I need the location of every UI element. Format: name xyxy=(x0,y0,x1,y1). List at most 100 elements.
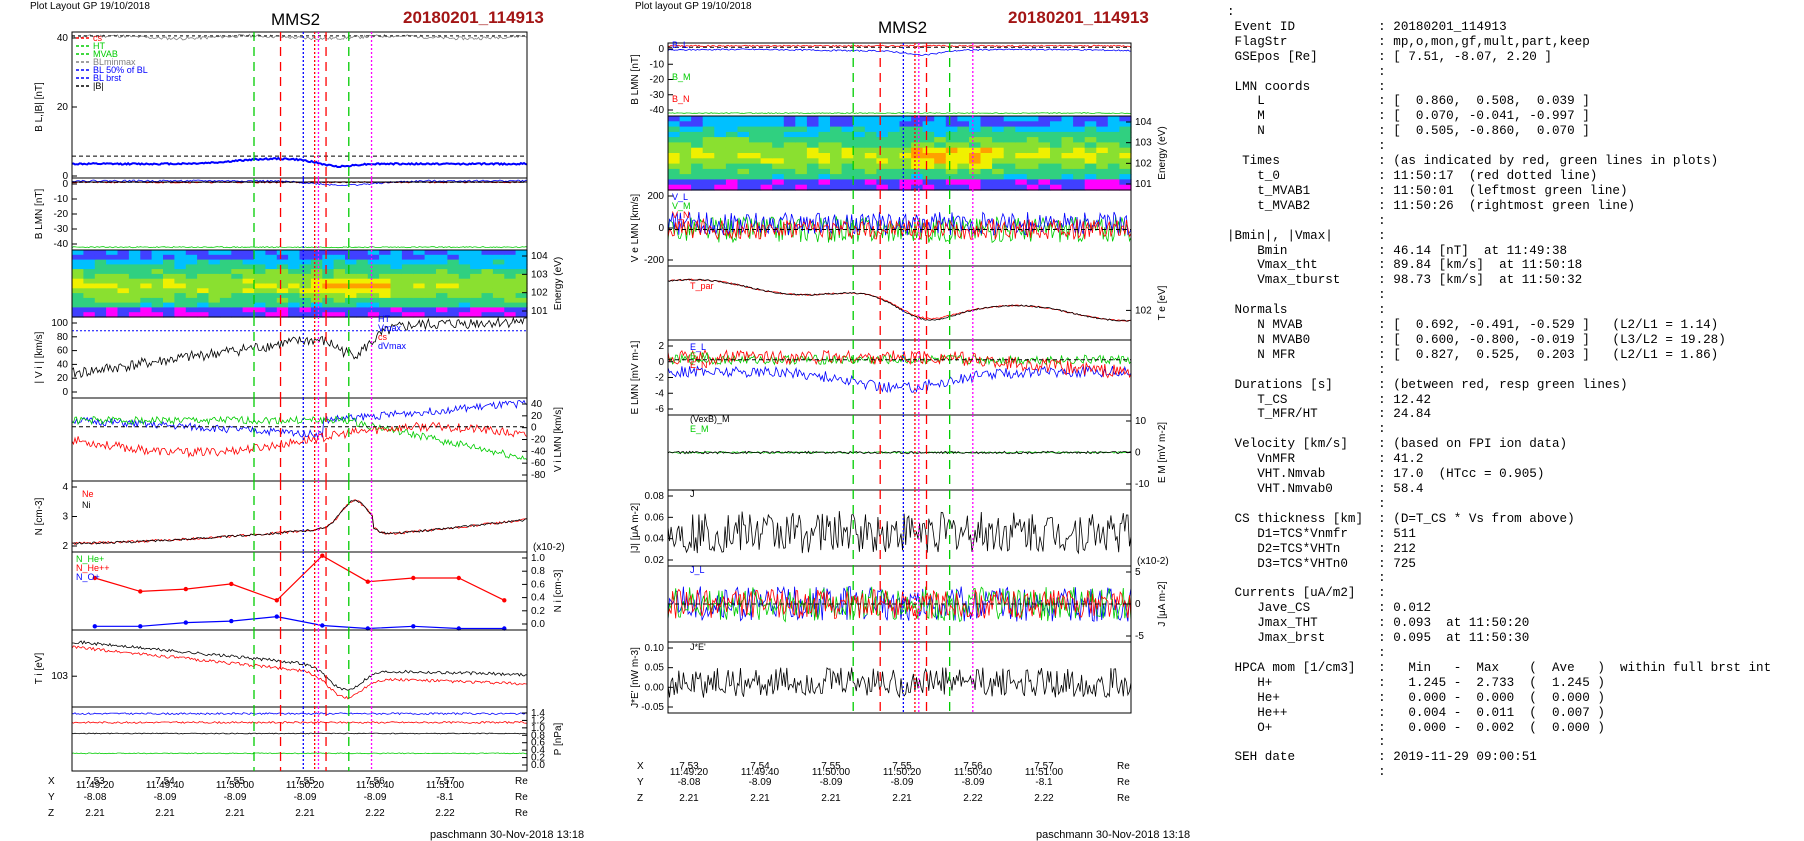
spectrogram-cell xyxy=(737,137,750,143)
time-tick-label: 11:49:40 xyxy=(146,780,185,791)
spectrogram-cell xyxy=(795,168,808,175)
spectrogram-cell xyxy=(106,307,119,313)
spectrogram-cell xyxy=(1050,179,1063,186)
spectrogram-cell xyxy=(853,126,866,133)
spectrogram-cell xyxy=(310,293,323,299)
spectrogram-cell xyxy=(714,174,727,180)
spectrogram-cell xyxy=(390,269,403,275)
right-panel-5-tick-label: 2 xyxy=(658,341,664,352)
spectrogram-cell xyxy=(1073,168,1086,175)
ion-energy-spectrogram xyxy=(72,250,528,318)
spectrogram-cell xyxy=(818,153,831,159)
spectrogram-cell xyxy=(106,302,119,308)
spectrogram-cell xyxy=(1073,158,1086,165)
time-tick-label: 11:51:00 xyxy=(1025,767,1064,778)
spectrogram-cell xyxy=(1119,142,1132,149)
spectrogram-cell xyxy=(413,297,426,304)
spectrogram-cell xyxy=(980,179,993,186)
spectrogram-cell xyxy=(163,250,175,256)
spectrogram-cell xyxy=(151,278,164,285)
spectrogram-cell xyxy=(265,288,278,294)
spectrogram-cell xyxy=(1119,116,1132,122)
spectrogram-cell xyxy=(163,283,175,289)
spectrogram-cell xyxy=(106,278,119,285)
spectrogram-cell xyxy=(899,147,912,154)
spectrogram-cell xyxy=(163,312,175,318)
spectrogram-cell xyxy=(492,288,505,294)
spectrogram-cell xyxy=(1084,179,1097,186)
spectrogram-cell xyxy=(725,168,739,175)
spectrogram-cell xyxy=(806,142,820,149)
spectrogram-cell xyxy=(83,264,96,270)
spectrogram-cell xyxy=(492,302,505,308)
series-Vi-magnitude xyxy=(71,316,527,379)
spectrogram-cell xyxy=(208,283,221,289)
left-position-cell: -8.09 xyxy=(364,792,387,803)
spectrogram-cell xyxy=(749,147,762,154)
spectrogram-cell xyxy=(853,174,866,180)
spectrogram-cell xyxy=(887,163,901,170)
right-panel-9-tick-label: 0.10 xyxy=(645,643,665,654)
spectrogram-cell xyxy=(117,273,130,280)
spectrogram-cell xyxy=(702,174,715,180)
spectrogram-cell xyxy=(679,184,692,191)
spectrogram-cell xyxy=(390,307,403,313)
spectrogram-cell xyxy=(174,312,187,318)
right-position-cell: 7.55 xyxy=(821,761,841,772)
spectrogram-cell xyxy=(1096,147,1109,154)
spectrogram-cell xyxy=(876,137,889,143)
spectrogram-cell xyxy=(911,163,924,170)
spectrogram-cell xyxy=(934,179,947,186)
spectrogram-cell xyxy=(830,174,843,180)
spectrogram-cell xyxy=(197,312,210,318)
spectrogram-cell xyxy=(1084,142,1097,149)
spectrogram-cell xyxy=(94,264,107,270)
spectrogram-cell xyxy=(887,153,901,159)
spectrogram-cell xyxy=(254,269,266,275)
spectrogram-cell xyxy=(1026,168,1039,175)
right-panel-5-tick-label: 0 xyxy=(658,357,664,368)
spectrogram-cell xyxy=(783,163,796,170)
spectrogram-cell xyxy=(887,158,901,165)
spectrogram-cell xyxy=(208,254,221,261)
spectrogram-cell xyxy=(899,163,912,170)
spectrogram-cell xyxy=(481,288,494,294)
left-position-cell: -8.09 xyxy=(294,792,317,803)
spectrogram-cell xyxy=(668,153,681,159)
spectrogram-cell xyxy=(117,269,130,275)
spectrogram-cell xyxy=(795,142,808,149)
legend-label: T_par xyxy=(690,281,714,291)
spectrogram-cell xyxy=(679,121,692,128)
left-position-cell: 7.53 xyxy=(85,776,105,787)
spectrogram-cell xyxy=(957,174,970,180)
left-panel-1-tick-label: 20 xyxy=(57,102,69,113)
spectrogram-cell xyxy=(208,269,221,275)
spectrogram-cell xyxy=(94,288,107,294)
left-position-cell: 2.21 xyxy=(85,808,105,819)
spectrogram-cell xyxy=(424,259,437,265)
spectrogram-cell xyxy=(504,273,517,280)
spectrogram-cell xyxy=(265,264,278,270)
spectrogram-cell xyxy=(864,184,877,191)
spectrogram-cell xyxy=(185,302,198,308)
spectrogram-cell xyxy=(830,184,843,191)
spectrogram-cell xyxy=(265,250,278,256)
spectrogram-cell xyxy=(957,184,970,191)
spectrogram-cell xyxy=(841,179,854,186)
spectrogram-cell xyxy=(72,259,84,265)
spectrogram-cell xyxy=(830,142,843,149)
spectrogram-cell xyxy=(174,264,187,270)
spectrogram-cell xyxy=(163,273,175,280)
spectrogram-cell xyxy=(390,264,403,270)
spectrogram-cell xyxy=(356,269,369,275)
spectrogram-cell xyxy=(504,264,517,270)
spectrogram-cell xyxy=(174,302,187,308)
right-panel-7-axis-label: |J| [μA m-2] xyxy=(630,503,641,554)
spectrogram-cell xyxy=(401,307,414,313)
spectrogram-cell xyxy=(969,121,982,128)
spectrogram-cell xyxy=(276,288,289,294)
spectrogram-cell xyxy=(299,273,312,280)
left-panel-4-tick-label: 40 xyxy=(57,359,69,370)
spectrogram-cell xyxy=(185,269,198,275)
spectrogram-cell xyxy=(436,288,448,294)
